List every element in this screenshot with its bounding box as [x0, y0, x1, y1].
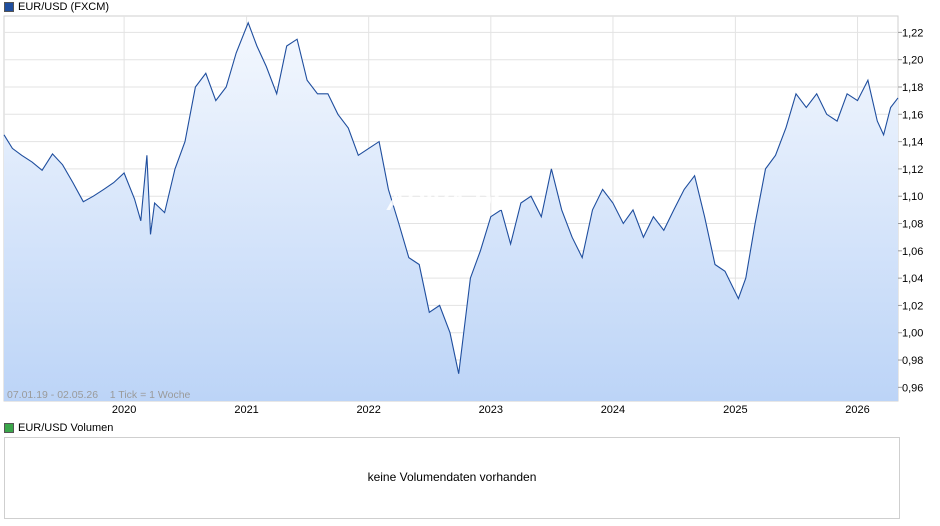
- y-tick-label: 0,98: [902, 355, 923, 367]
- y-tick-label: 1,04: [902, 273, 923, 285]
- y-tick-label: 1,08: [902, 219, 923, 231]
- x-tick-label: 2020: [112, 404, 136, 416]
- y-axis: 0,96 0,98 1,00 1,02 1,04 1,06 1,08 1,10 1,12 1,14…: [898, 27, 923, 394]
- legend-main: EUR/USD (FXCM): [4, 0, 109, 14]
- footer-info: 07.01.19 - 02.05.26 1 Tick = 1 Woche: [7, 389, 191, 401]
- price-line: [3, 21, 899, 374]
- legend-main-label: EUR/USD (FXCM): [18, 1, 110, 13]
- y-tick-label: 1,20: [902, 55, 923, 67]
- y-tick-label: 0,96: [902, 382, 923, 394]
- x-tick-label: 2026: [845, 404, 869, 416]
- legend-main-swatch: [4, 2, 14, 12]
- y-tick-label: 1,18: [902, 82, 923, 94]
- x-tick-label: 2023: [479, 404, 503, 416]
- volume-panel: keine Volumendaten vorhanden: [4, 437, 900, 519]
- y-tick-label: 1,06: [902, 246, 923, 258]
- x-axis: 2020 2021 2022 2023 2024 2025 2026: [112, 404, 870, 416]
- price-chart: ARIVA.DE 07.01.19 - 02.05.26 1 Tick = 1 …: [3, 15, 923, 416]
- y-tick-label: 1,12: [902, 164, 923, 176]
- legend-volume-label: EUR/USD Volumen: [18, 422, 114, 434]
- y-tick-label: 1,00: [902, 328, 923, 340]
- x-tick-label: 2025: [723, 404, 747, 416]
- watermark: ARIVA.DE: [386, 186, 510, 216]
- y-tick-label: 1,02: [902, 300, 923, 312]
- volume-empty-message: keine Volumendaten vorhanden: [367, 470, 537, 484]
- price-area: [4, 22, 898, 402]
- y-tick-label: 1,22: [902, 27, 923, 39]
- x-tick-label: 2024: [601, 404, 625, 416]
- x-tick-label: 2021: [234, 404, 258, 416]
- y-tick-label: 1,16: [902, 109, 923, 121]
- legend-volume-swatch: [4, 423, 14, 433]
- y-tick-label: 1,14: [902, 137, 923, 149]
- x-tick-label: 2022: [356, 404, 380, 416]
- y-tick-label: 1,10: [902, 191, 923, 203]
- legend-volume: EUR/USD Volumen: [4, 421, 113, 435]
